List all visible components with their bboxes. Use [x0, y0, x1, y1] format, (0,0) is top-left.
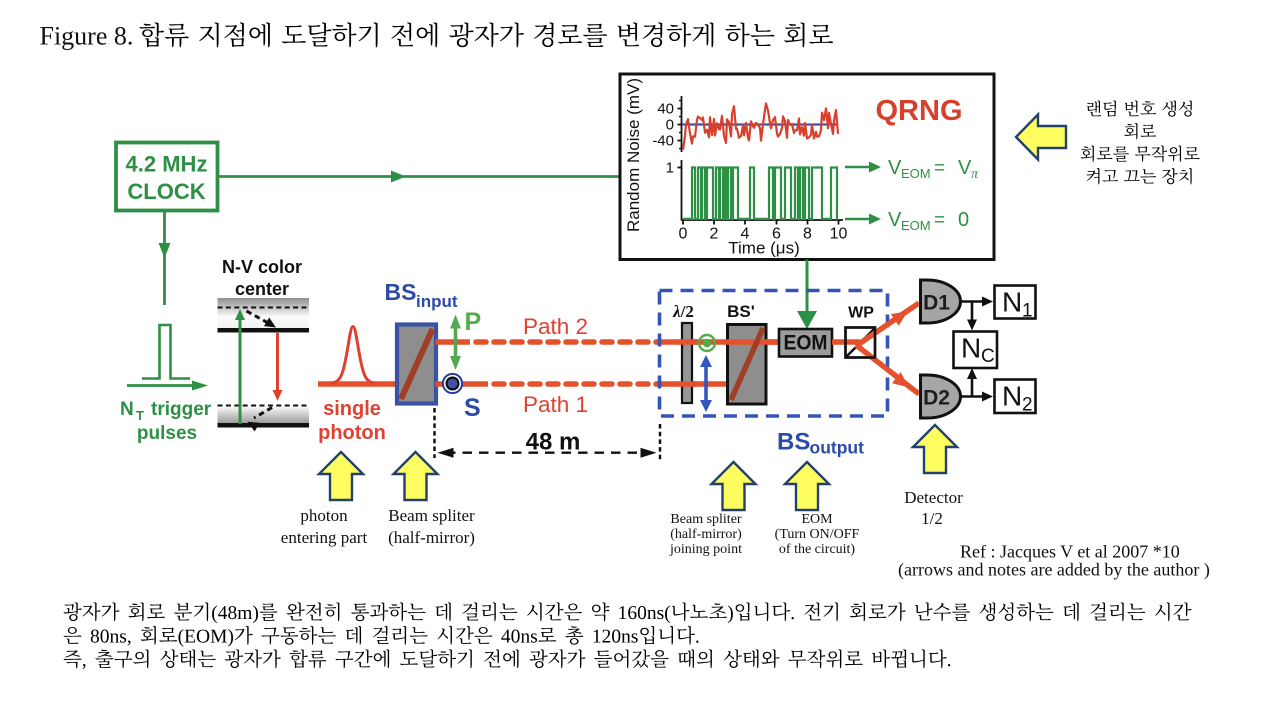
svg-text:π: π [971, 167, 979, 182]
svg-text:BS: BS [385, 279, 417, 305]
svg-text:(half-mirror): (half-mirror) [670, 527, 742, 542]
svg-text:CLOCK: CLOCK [127, 179, 205, 204]
svg-text:=: = [934, 158, 945, 179]
svg-text:pulses: pulses [137, 423, 197, 444]
svg-text:Path 2: Path 2 [523, 314, 588, 339]
svg-text:(half-mirror): (half-mirror) [388, 528, 475, 547]
svg-text:V: V [888, 157, 902, 179]
svg-text:40: 40 [657, 101, 674, 118]
svg-text:EOM: EOM [801, 512, 833, 527]
svg-text:1/2: 1/2 [921, 509, 943, 528]
svg-text:1: 1 [666, 160, 674, 177]
svg-text:(arrows and notes are added by: (arrows and notes are added by the autho… [898, 560, 1210, 581]
svg-text:8: 8 [803, 226, 812, 243]
svg-text:D2: D2 [923, 387, 950, 410]
svg-text:Figure 8.: Figure 8. [40, 22, 134, 51]
svg-text:T: T [136, 408, 144, 423]
svg-text:Beam spliter: Beam spliter [388, 506, 475, 525]
svg-text:-40: -40 [652, 133, 674, 150]
svg-text:WP: WP [848, 305, 874, 322]
svg-text:Beam spliter: Beam spliter [670, 512, 741, 527]
svg-text:N: N [1002, 381, 1022, 412]
svg-text:BS: BS [777, 429, 810, 456]
svg-text:(Turn ON/OFF: (Turn ON/OFF [775, 527, 860, 542]
svg-text:D1: D1 [923, 292, 950, 315]
svg-text:48 m: 48 m [526, 429, 581, 456]
svg-text:N-V color: N-V color [222, 257, 302, 277]
svg-text:Random Noise (mV): Random Noise (mV) [624, 78, 643, 232]
svg-text:QRNG: QRNG [876, 95, 963, 127]
svg-text:N: N [120, 399, 134, 420]
svg-text:N: N [1002, 287, 1022, 318]
svg-text:EOM: EOM [901, 218, 931, 233]
svg-text:0: 0 [666, 117, 674, 134]
svg-text:Detector: Detector [904, 488, 963, 507]
svg-text:Time (μs): Time (μs) [728, 239, 800, 258]
svg-text:2: 2 [1022, 395, 1033, 416]
svg-text:V: V [958, 157, 972, 179]
svg-text:joining point: joining point [669, 542, 742, 557]
svg-text:EOM: EOM [784, 332, 828, 355]
svg-text:single: single [323, 398, 381, 420]
svg-text:4.2 MHz: 4.2 MHz [126, 152, 208, 177]
svg-text:entering part: entering part [281, 528, 368, 547]
svg-text:output: output [810, 438, 865, 458]
svg-text:photon: photon [318, 422, 386, 444]
svg-text:of the circuit): of the circuit) [779, 542, 856, 557]
svg-text:input: input [416, 292, 458, 311]
svg-text:10: 10 [830, 226, 848, 243]
svg-text:center: center [235, 279, 289, 299]
svg-text:=: = [934, 210, 945, 231]
svg-text:EOM: EOM [901, 166, 931, 181]
svg-text:N: N [961, 333, 981, 364]
svg-text:BS': BS' [727, 302, 755, 321]
svg-text:photon: photon [300, 506, 348, 525]
svg-text:P: P [465, 308, 482, 336]
svg-text:Path 1: Path 1 [523, 392, 588, 417]
svg-text:6: 6 [772, 226, 781, 243]
svg-text:C: C [981, 346, 995, 367]
svg-text:trigger: trigger [151, 399, 212, 420]
svg-text:0: 0 [679, 226, 688, 243]
svg-text:λ/2: λ/2 [672, 302, 694, 321]
svg-text:S: S [464, 394, 481, 422]
svg-text:0: 0 [958, 209, 969, 231]
svg-text:Ref : Jacques V et al 2007 *10: Ref : Jacques V et al 2007 *10 [960, 542, 1180, 562]
svg-text:2: 2 [710, 226, 719, 243]
svg-text:V: V [888, 209, 902, 231]
svg-text:1: 1 [1022, 301, 1033, 322]
svg-text:4: 4 [741, 226, 750, 243]
